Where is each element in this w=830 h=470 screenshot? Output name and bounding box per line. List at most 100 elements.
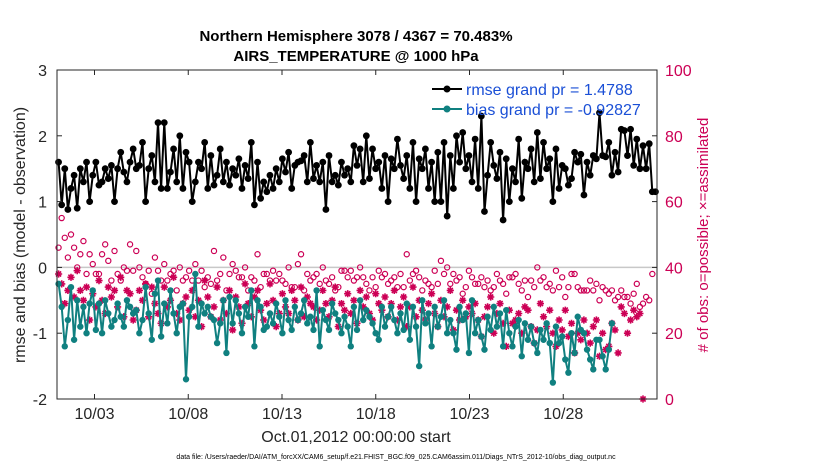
rmse-point: [555, 185, 563, 192]
rmse-point: [571, 148, 579, 156]
y-axis-label: rmse and bias (model - observation): [12, 107, 29, 363]
bias-point: [369, 320, 376, 327]
rmse-point: [288, 185, 296, 192]
obs-assimilated-point: [555, 316, 563, 324]
rmse-point: [275, 178, 283, 186]
obs-assimilated-point: [278, 290, 286, 298]
obs-possible-point: [83, 270, 90, 278]
obs-assimilated-point: [76, 286, 84, 294]
rmse-point: [608, 171, 616, 179]
obs-possible-point: [415, 274, 423, 281]
obs-assimilated-point: [194, 296, 203, 304]
rmse-point: [633, 135, 641, 143]
obs-assimilated-point: [250, 293, 258, 301]
bias-point: [248, 287, 255, 294]
rmse-point: [359, 178, 367, 186]
rmse-point: [104, 175, 112, 182]
rmse-point: [322, 206, 330, 213]
bias-point: [394, 330, 401, 337]
obs-assimilated-point: [586, 339, 594, 347]
rmse-point: [64, 206, 72, 213]
obs-assimilated-point: [636, 309, 644, 318]
rmse-point: [493, 175, 501, 182]
obs-assimilated-point: [154, 309, 162, 318]
obs-assimilated-point: [185, 306, 193, 314]
obs-assimilated-point: [328, 296, 336, 304]
rmse-point: [605, 138, 613, 146]
obs-possible-point: [108, 277, 115, 284]
obs-assimilated-point: [518, 329, 526, 337]
obs-possible-point: [443, 264, 451, 271]
bias-point: [347, 343, 354, 350]
rmse-point: [505, 198, 513, 206]
bias-point: [198, 300, 205, 307]
obs-assimilated-point: [539, 313, 548, 321]
rmse-point: [518, 194, 526, 202]
rmse-point: [325, 152, 333, 159]
rmse-point: [73, 204, 81, 212]
obs-assimilated-point: [471, 300, 479, 308]
obs-assimilated-point: [82, 283, 91, 291]
bias-point: [366, 313, 373, 320]
obs-assimilated-point: [92, 303, 100, 311]
obs-possible-point: [618, 287, 625, 294]
obs-assimilated-point: [623, 329, 632, 337]
obs-assimilated-point: [633, 313, 641, 321]
obs-possible-point: [521, 277, 529, 284]
obs-assimilated-point: [409, 283, 417, 291]
rmse-point: [509, 165, 516, 173]
rmse-point: [366, 175, 373, 182]
bias-point: [223, 349, 230, 357]
bias-point: [356, 297, 364, 304]
rmse-point: [580, 191, 588, 199]
obs-assimilated-point: [126, 290, 134, 298]
obs-assimilated-point: [347, 309, 355, 318]
obs-possible-point: [192, 260, 199, 268]
obs-possible-point: [151, 254, 159, 261]
bias-point: [251, 343, 258, 350]
obs-assimilated-point: [589, 323, 597, 331]
bias-point: [185, 313, 193, 320]
bias-point: [294, 316, 302, 324]
rmse-point: [223, 158, 230, 166]
bias-point: [465, 349, 473, 357]
right-y-tick-label: 20: [665, 326, 683, 343]
obs-possible-point: [338, 267, 345, 274]
obs-possible-point: [154, 267, 162, 274]
plot-area: [57, 70, 657, 399]
obs-assimilated-point: [381, 293, 389, 301]
rmse-point: [341, 171, 348, 179]
rmse-point: [350, 142, 358, 150]
rmse-point: [167, 168, 174, 176]
right-y-axis-ticks: 0 20 40 60 80 100: [652, 63, 692, 409]
obs-assimilated-point: [599, 329, 607, 337]
bias-point: [279, 330, 286, 337]
obs-possible-point: [462, 283, 470, 291]
obs-possible-point: [238, 274, 246, 281]
bias-point: [80, 303, 87, 311]
rmse-point: [229, 165, 237, 173]
bias-point: [313, 287, 320, 294]
rmse-point: [191, 178, 199, 186]
rmse-point: [397, 162, 404, 169]
bias-point: [263, 323, 271, 330]
bias-point: [213, 339, 221, 347]
bias-point: [123, 297, 131, 304]
obs-possible-point: [356, 264, 364, 271]
bias-point: [241, 303, 249, 311]
obs-assimilated-point: [496, 300, 504, 308]
obs-possible-point: [269, 267, 277, 274]
obs-possible-point: [282, 280, 289, 288]
bias-point: [297, 310, 305, 317]
rmse-point: [126, 158, 134, 166]
rmse-point: [135, 162, 143, 169]
obs-possible-point: [129, 267, 137, 274]
bias-point: [381, 323, 389, 330]
obs-possible-point: [213, 277, 221, 284]
rmse-point: [241, 162, 249, 169]
obs-possible-point: [133, 247, 140, 255]
bias-point: [232, 297, 239, 304]
obs-assimilated-point: [341, 306, 349, 314]
bias-point: [74, 297, 81, 304]
obs-possible-point: [630, 290, 637, 297]
